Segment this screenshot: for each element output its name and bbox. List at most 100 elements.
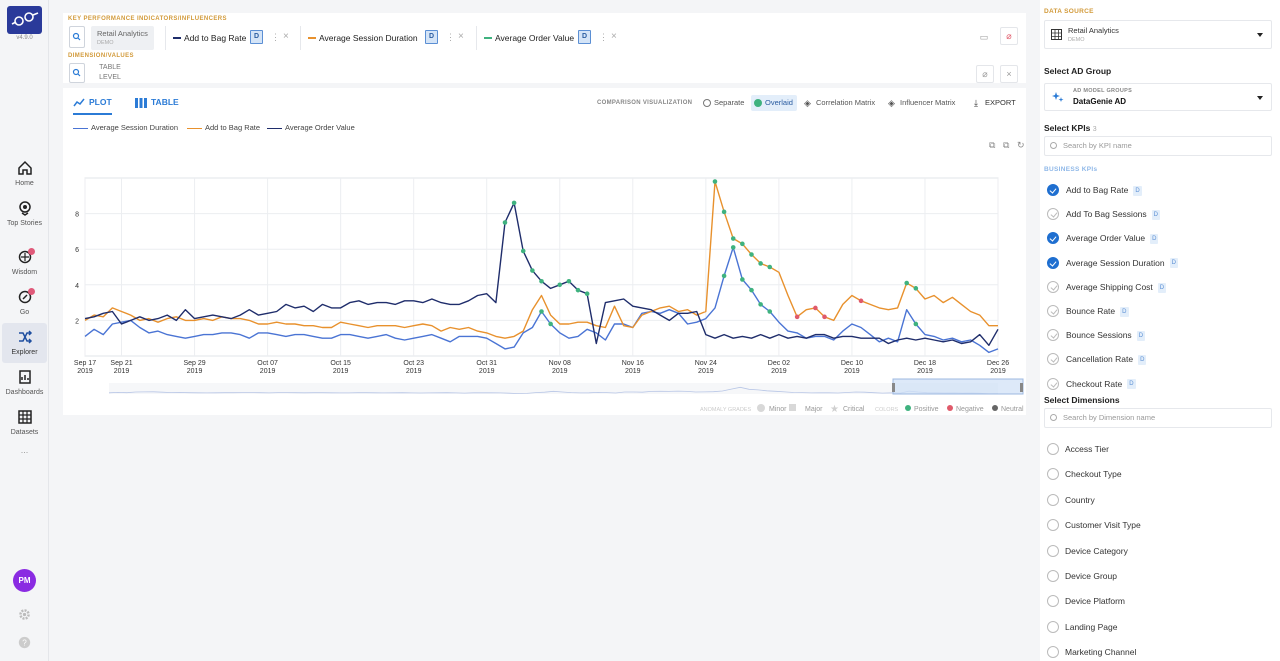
close-dimensions-icon[interactable]: ×: [1000, 65, 1018, 83]
kpi-option[interactable]: Average Shipping Cost D: [1047, 280, 1167, 294]
range-navigator[interactable]: [109, 383, 998, 394]
more-vertical-icon[interactable]: ⋮: [271, 32, 280, 42]
anomaly-point-positive[interactable]: [721, 209, 727, 215]
anomaly-point-positive[interactable]: [530, 268, 535, 273]
calendar-icon[interactable]: ▭: [975, 29, 993, 47]
navigator-handle-left[interactable]: [892, 383, 895, 392]
kpi-chip-add-to-bag-rate[interactable]: Add to Bag Rate D ⋮ ×: [165, 26, 296, 50]
refresh-icon[interactable]: ↻: [1017, 140, 1025, 150]
close-icon[interactable]: ×: [458, 31, 464, 42]
clear-kpis-icon[interactable]: ⌀: [1000, 27, 1018, 45]
anomaly-point-positive[interactable]: [712, 179, 718, 184]
influencer-matrix-button[interactable]: ◈ Influencer Matrix: [886, 95, 959, 111]
anomaly-point-positive[interactable]: [749, 287, 754, 293]
dimension-search-input[interactable]: Search by Dimension name: [1044, 408, 1272, 428]
data-source-select[interactable]: Retail Analytics DEMO: [1044, 20, 1272, 49]
more-vertical-icon[interactable]: ⋮: [446, 32, 455, 42]
app-logo[interactable]: [7, 6, 42, 34]
nav-more[interactable]: ...: [20, 445, 29, 455]
kpi-chip-d-button[interactable]: D: [425, 30, 438, 44]
anomaly-point-positive[interactable]: [904, 280, 909, 286]
dimension-option[interactable]: Access Tier: [1047, 442, 1109, 456]
anomaly-point-positive[interactable]: [758, 261, 763, 266]
kpi-chip-average-order-value[interactable]: Average Order Value D ⋮ ×: [476, 26, 626, 50]
zoom-out-icon[interactable]: ⧉: [1003, 140, 1010, 150]
ad-group-select[interactable]: AD MODEL GROUPS DataGenie AD: [1044, 83, 1272, 111]
anomaly-point-positive[interactable]: [913, 286, 919, 291]
dimension-option[interactable]: Customer Visit Type: [1047, 518, 1141, 532]
nav-home[interactable]: Home: [2, 160, 47, 188]
series-line-average-order-value[interactable]: [84, 202, 999, 346]
dimension-option[interactable]: Checkout Type: [1047, 467, 1122, 481]
anomaly-point-positive[interactable]: [520, 248, 526, 254]
kpi-option[interactable]: Add to Bag Rate D: [1047, 183, 1142, 197]
kpi-option[interactable]: Average Order Value D: [1047, 231, 1159, 245]
kpi-option[interactable]: Checkout Rate D: [1047, 377, 1136, 391]
table-level-chip[interactable]: TABLE LEVEL: [99, 64, 121, 81]
dimension-search-button[interactable]: [69, 63, 85, 83]
anomaly-point-positive[interactable]: [557, 282, 563, 288]
datasource-chip[interactable]: Retail Analytics DEMO: [91, 26, 154, 50]
anomaly-point-positive[interactable]: [767, 309, 773, 314]
nav-explorer[interactable]: Explorer: [2, 323, 47, 363]
dimension-option[interactable]: Device Category: [1047, 544, 1128, 558]
anomaly-point-positive[interactable]: [730, 236, 736, 241]
nav-wisdom[interactable]: Wisdom: [2, 248, 47, 277]
dimension-option[interactable]: Device Platform: [1047, 594, 1125, 608]
tab-table[interactable]: TABLE: [135, 97, 179, 108]
anomaly-point-positive[interactable]: [584, 291, 590, 296]
legend-item-average-session-duration[interactable]: Average Session Duration: [73, 123, 178, 132]
anomaly-point-negative[interactable]: [822, 314, 827, 320]
anomaly-point-positive[interactable]: [758, 302, 763, 307]
avatar[interactable]: PM: [13, 569, 36, 592]
kpi-option[interactable]: Average Session Duration D: [1047, 256, 1178, 270]
anomaly-point-positive[interactable]: [566, 278, 572, 284]
kpi-option[interactable]: Bounce Rate D: [1047, 304, 1129, 318]
anomaly-point-positive[interactable]: [539, 309, 544, 314]
nav-top-stories[interactable]: Top Stories: [2, 200, 47, 228]
dimension-option[interactable]: Landing Page: [1047, 620, 1117, 634]
zoom-reset-icon[interactable]: ⧉: [989, 140, 996, 150]
kpi-search-input[interactable]: Search by KPI name: [1044, 136, 1272, 156]
close-icon[interactable]: ×: [283, 31, 289, 42]
navigator-selection[interactable]: [892, 378, 1024, 395]
dimension-option[interactable]: Device Group: [1047, 569, 1117, 583]
kpi-option[interactable]: Add To Bag Sessions D: [1047, 207, 1160, 221]
nav-datasets[interactable]: Datasets: [2, 409, 47, 437]
anomaly-point-negative[interactable]: [794, 314, 800, 320]
anomaly-point-negative[interactable]: [813, 305, 818, 311]
kpi-option[interactable]: Bounce Sessions D: [1047, 328, 1146, 342]
anomaly-point-positive[interactable]: [913, 321, 919, 327]
anomaly-point-positive[interactable]: [721, 273, 727, 279]
legend-item-add-to-bag-rate[interactable]: Add to Bag Rate: [187, 123, 260, 132]
anomaly-point-positive[interactable]: [539, 278, 544, 284]
gear-icon[interactable]: [18, 608, 31, 621]
dimension-option[interactable]: Country: [1047, 493, 1095, 507]
kpi-chip-d-button[interactable]: D: [250, 30, 263, 44]
separate-button[interactable]: Separate: [700, 95, 748, 111]
correlation-matrix-button[interactable]: ◈ Correlation Matrix: [802, 95, 879, 111]
export-button[interactable]: ⤓ EXPORT: [971, 95, 1020, 111]
clear-dimensions-icon[interactable]: ⌀: [976, 65, 994, 83]
nav-dashboards[interactable]: Dashboards: [2, 369, 47, 397]
kpi-option[interactable]: Cancellation Rate D: [1047, 352, 1147, 366]
nav-go[interactable]: Go: [2, 288, 47, 317]
anomaly-point-positive[interactable]: [575, 287, 581, 293]
anomaly-point-positive[interactable]: [749, 252, 754, 257]
anomaly-point-positive[interactable]: [730, 245, 736, 250]
series-line-add-to-bag-rate[interactable]: [84, 180, 998, 339]
tab-plot[interactable]: PLOT: [73, 97, 112, 116]
kpi-chip-average-session-duration[interactable]: Average Session Duration D ⋮ ×: [300, 26, 472, 50]
dimension-option[interactable]: Marketing Channel: [1047, 645, 1136, 659]
anomaly-point-positive[interactable]: [511, 200, 517, 206]
anomaly-point-positive[interactable]: [740, 241, 745, 247]
anomaly-point-positive[interactable]: [502, 220, 508, 225]
anomaly-point-positive[interactable]: [548, 321, 553, 327]
anomaly-point-positive[interactable]: [767, 264, 773, 270]
anomaly-point-negative[interactable]: [858, 298, 864, 304]
kpi-search-button[interactable]: [69, 26, 85, 48]
anomaly-point-positive[interactable]: [740, 277, 745, 282]
help-icon[interactable]: ?: [18, 636, 31, 649]
kpi-chip-d-button[interactable]: D: [578, 30, 591, 44]
more-vertical-icon[interactable]: ⋮: [599, 32, 608, 42]
